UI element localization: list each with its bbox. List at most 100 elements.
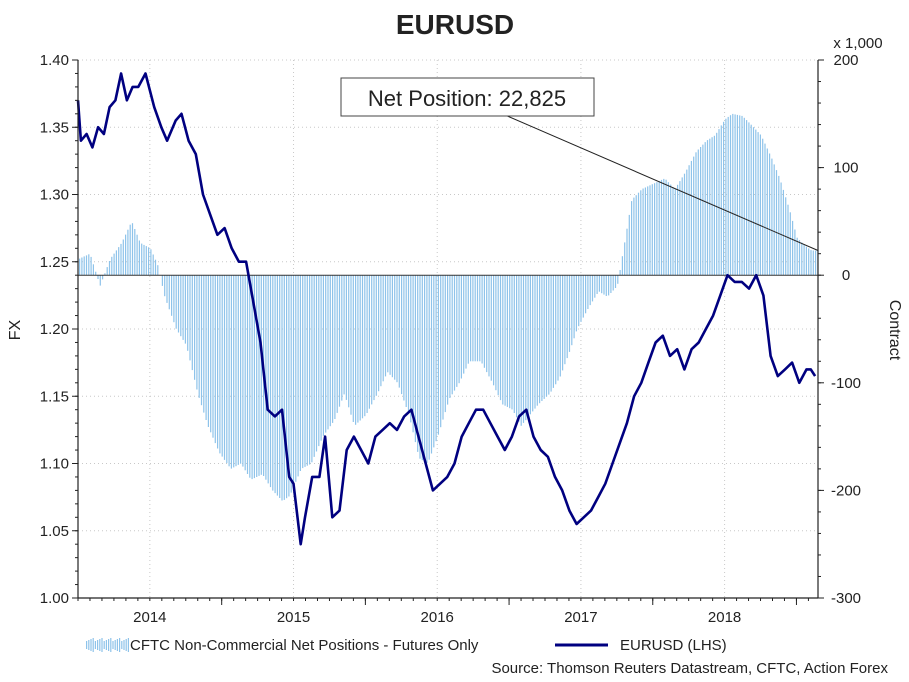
net-position-bar (187, 275, 189, 351)
right-axis-unit-note: x 1,000 (833, 35, 882, 52)
net-position-bar (150, 249, 152, 276)
net-position-bar (801, 242, 803, 276)
net-position-bar (444, 275, 446, 413)
net-position-bar (520, 275, 522, 426)
net-position-bar (472, 275, 474, 362)
net-position-bar (522, 275, 525, 423)
right-tick-label: -200 (831, 482, 861, 499)
net-position-bar (532, 275, 534, 412)
net-position-bar (449, 275, 451, 398)
net-position-bar (171, 275, 173, 316)
net-position-bar (368, 275, 370, 409)
net-position-bar (610, 275, 612, 293)
net-position-bar (414, 275, 416, 443)
net-position-bar (419, 275, 421, 459)
net-position-bar (407, 275, 410, 414)
net-position-bar (272, 275, 274, 491)
net-position-bar (198, 275, 200, 398)
net-position-bar (290, 275, 292, 493)
net-position-bar (249, 275, 251, 478)
net-position-bar (164, 275, 166, 297)
net-position-bar (341, 275, 343, 401)
net-position-bar (242, 275, 244, 467)
net-position-bar (401, 275, 403, 395)
net-position-bar (601, 275, 603, 294)
right-tick-label: 100 (833, 160, 858, 177)
net-position-bar (608, 275, 610, 296)
net-position-bar (773, 164, 775, 276)
net-position-bar (575, 275, 577, 332)
net-position-bar (631, 201, 633, 276)
net-position-bar (228, 275, 230, 467)
net-position-bar (175, 275, 177, 329)
net-position-bar (619, 270, 621, 276)
net-position-bar (237, 275, 239, 465)
net-position-bar (660, 179, 663, 276)
net-position-bar (141, 243, 143, 276)
net-position-bar (403, 275, 405, 401)
net-position-bar (497, 275, 499, 396)
net-position-bar (626, 228, 628, 276)
net-position-bar (355, 275, 357, 425)
net-position-bar (182, 275, 184, 340)
net-position-bar (196, 275, 198, 390)
net-position-bar (529, 275, 531, 415)
legend-bar-swatch-line (90, 639, 92, 651)
net-position-bar (769, 153, 771, 276)
net-position-bar (796, 237, 798, 276)
net-position-bar (177, 275, 180, 333)
legend-bar-swatch-line (114, 640, 116, 650)
net-position-bar (295, 275, 297, 482)
net-position-bar (125, 234, 127, 276)
net-position-bar (663, 178, 665, 276)
net-position-bar (106, 267, 108, 276)
net-position-bar (447, 275, 449, 405)
net-position-bar (92, 264, 94, 276)
net-position-bar (108, 261, 111, 276)
net-position-bar (573, 275, 575, 339)
net-position-bar (564, 275, 566, 365)
net-position-bar (667, 182, 669, 276)
net-position-bar (391, 275, 393, 378)
net-position-bar (562, 275, 564, 371)
net-position-bar (325, 275, 327, 433)
net-position-bar (389, 275, 391, 375)
net-position-bar (384, 275, 387, 377)
grid-layer (78, 59, 818, 599)
net-position-bar (463, 275, 465, 374)
legend-bar-swatch-line (119, 638, 121, 652)
net-position-bar (766, 148, 768, 276)
net-position-bar (518, 275, 520, 422)
net-position-bar (398, 275, 400, 388)
net-position-bar (240, 275, 242, 464)
net-position-bar (543, 275, 545, 399)
net-position-bar (458, 275, 460, 384)
left-tick-label: 1.25 (40, 254, 69, 271)
net-position-bar (709, 138, 711, 276)
net-position-bar (223, 275, 226, 460)
net-position-bar (545, 275, 548, 397)
net-position-bar (465, 275, 467, 369)
left-tick-label: 1.15 (40, 388, 69, 405)
x-tick-label: 2017 (564, 609, 597, 626)
net-position-bar (552, 275, 554, 388)
net-position-bar (154, 259, 157, 276)
net-position-bar (230, 275, 232, 469)
net-position-bar (536, 275, 538, 406)
net-position-bar (460, 275, 462, 379)
net-position-bar (334, 275, 336, 419)
net-position-bar (681, 177, 683, 276)
net-position-bar (764, 143, 766, 276)
net-position-bar (732, 113, 734, 276)
net-position-bar (658, 181, 660, 276)
net-position-bar (221, 275, 223, 457)
annotation-text: Net Position: 22,825 (368, 86, 566, 111)
net-position-bar (686, 169, 688, 276)
net-position-bar (792, 220, 794, 276)
net-position-bar (771, 158, 773, 276)
legend-bar-swatch-line (112, 641, 114, 649)
net-position-bar (440, 275, 442, 428)
net-position-bar (651, 184, 653, 276)
net-position-bar (746, 120, 748, 276)
